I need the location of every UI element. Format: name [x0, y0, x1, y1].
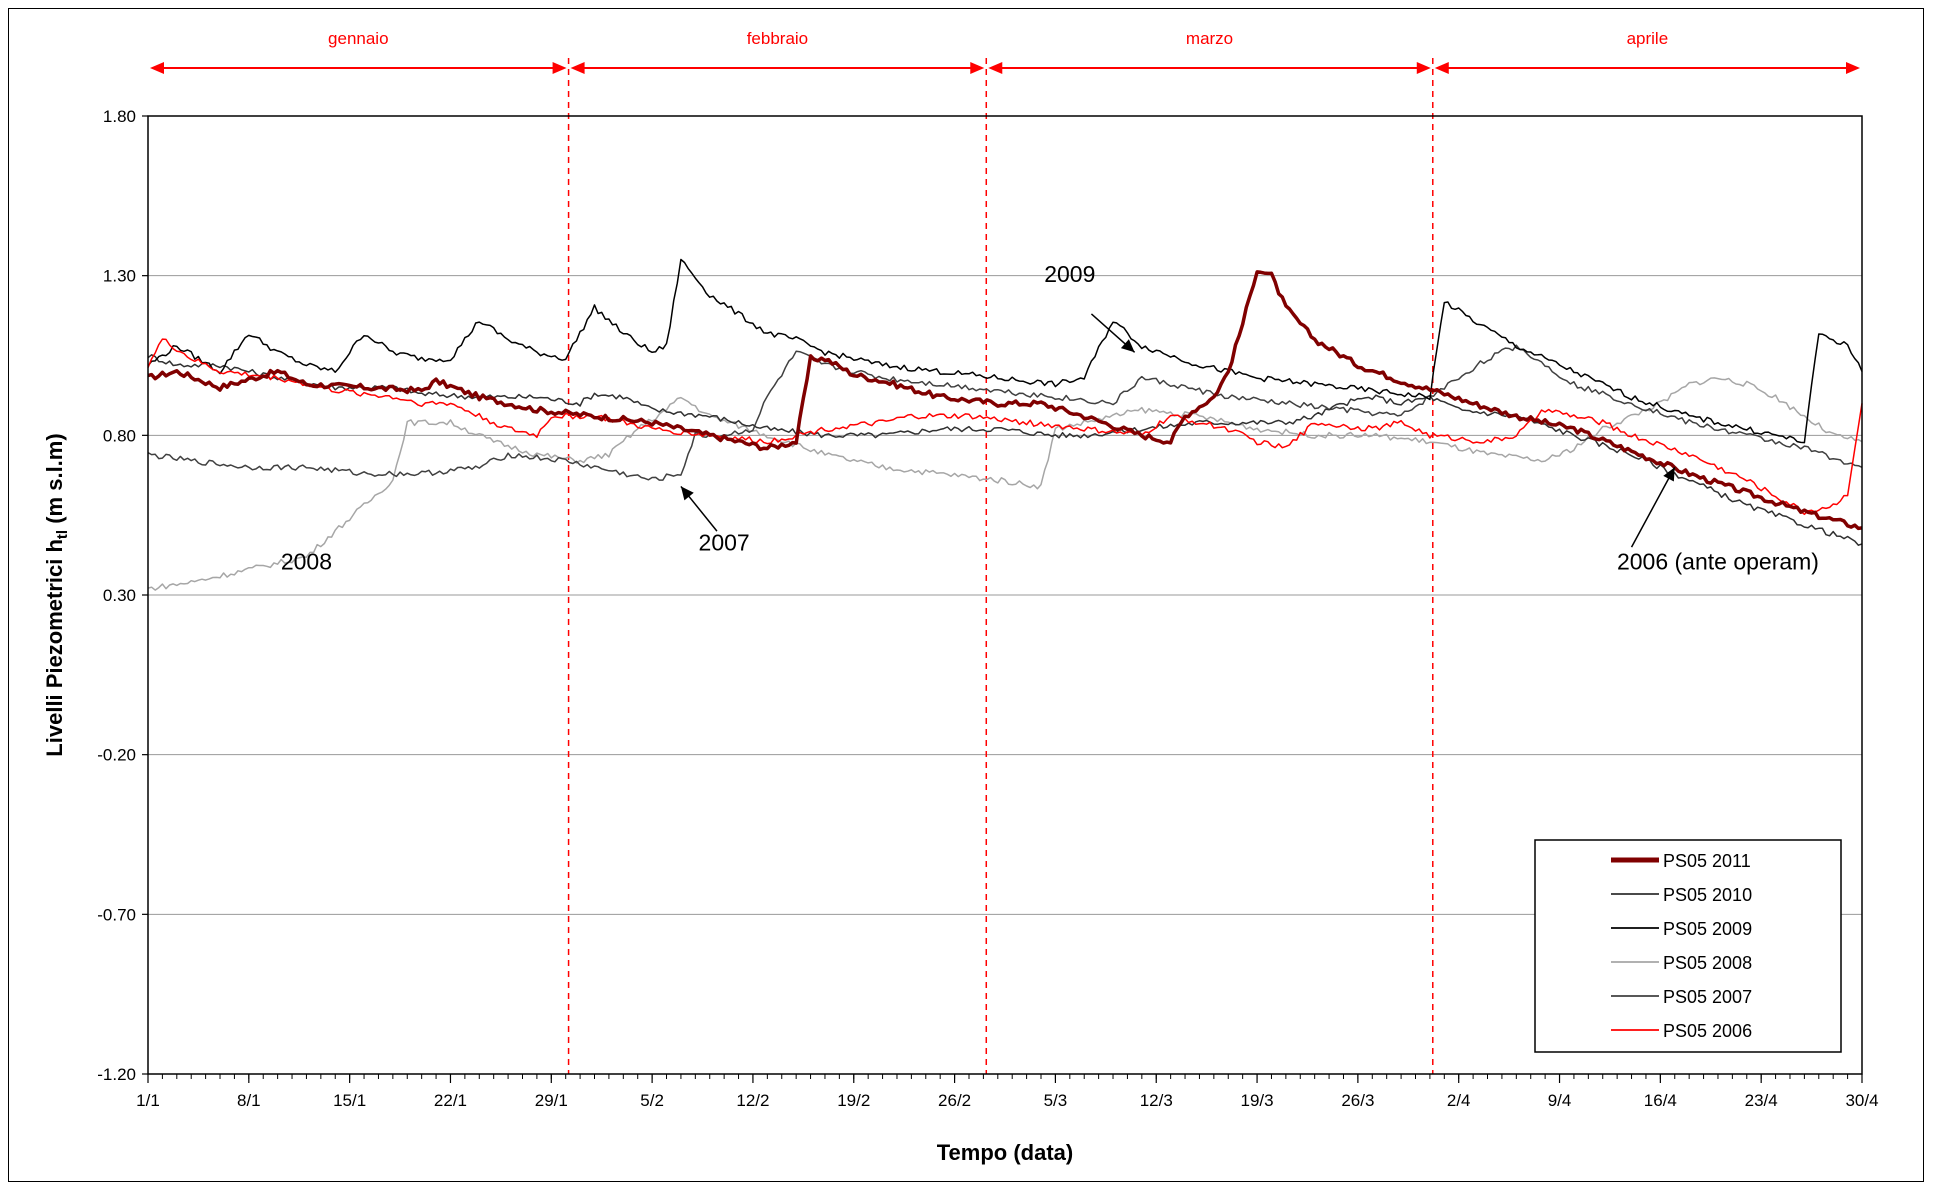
y-tick-label: -0.70 [97, 905, 136, 924]
month-arrowhead-left [1434, 62, 1449, 74]
y-tick-label: -0.20 [97, 746, 136, 765]
annotation-label: 2006 (ante operam) [1617, 548, 1819, 574]
x-tick-label: 1/1 [136, 1091, 160, 1110]
x-tick-label: 19/2 [837, 1091, 870, 1110]
legend-entry: PS05 2010 [1663, 885, 1752, 905]
month-arrowhead-right [970, 62, 985, 74]
grid-layer [148, 275, 1862, 915]
annotation-arrowhead [680, 486, 694, 501]
y-tick-label: 1.30 [103, 267, 136, 286]
annotation-arrow [1630, 466, 1676, 548]
legend: PS05 2011 PS05 2010 PS05 2009 PS05 2008 PS05… [1534, 839, 1842, 1053]
month-arrowhead-right [552, 62, 567, 74]
month-arrowhead-right [1846, 62, 1860, 74]
series-line [147, 344, 1863, 481]
month-arrowhead-right [1416, 62, 1431, 74]
series-line [147, 354, 1863, 546]
y-tick-label: 1.80 [103, 107, 136, 126]
x-tick-label: 26/3 [1341, 1091, 1374, 1110]
x-tick-label: 29/1 [535, 1091, 568, 1110]
series-line [147, 258, 1863, 444]
x-tick-label: 22/1 [434, 1091, 467, 1110]
y-axis-title-unit: (m s.l.m) [42, 433, 67, 530]
month-label: febbraio [747, 29, 808, 48]
annotation-label: 2008 [281, 548, 332, 574]
annotation-layer: 2009 2008 2007 2006 (ante operam) [281, 261, 1819, 574]
y-tick-label: 0.80 [103, 426, 136, 445]
month-arrowhead-left [570, 62, 585, 74]
month-label: marzo [1186, 29, 1233, 48]
y-axis-title-main: Livelli Piezometrici h [42, 539, 67, 757]
month-arrowhead-left [988, 62, 1003, 74]
legend-box [1534, 839, 1842, 1053]
series-line [147, 377, 1863, 591]
x-tick-label: 9/4 [1548, 1091, 1572, 1110]
series-line [147, 270, 1863, 531]
series-line [147, 338, 1863, 516]
x-tick-label: 5/2 [640, 1091, 664, 1110]
annotation-arrowhead [1120, 339, 1135, 353]
x-tick-label: 8/1 [237, 1091, 261, 1110]
annotation-arrowhead [1663, 467, 1675, 482]
x-axis-title: Tempo (data) [937, 1140, 1073, 1165]
y-axis-title-subscript: tl [54, 530, 71, 539]
series-layer [147, 258, 1863, 591]
legend-entry: PS05 2011 [1663, 851, 1751, 871]
month-label: aprile [1627, 29, 1669, 48]
annotation-label: 2009 [1044, 261, 1095, 287]
x-tick-label: 15/1 [333, 1091, 366, 1110]
y-axis-title: Livelli Piezometrici htl (m s.l.m) [42, 433, 71, 756]
x-tick-label: 23/4 [1745, 1091, 1778, 1110]
axis-layer: 1.80 1.30 0.80 0.30 -0.20 -0.70 -1.201/1 8/1 15/… [97, 107, 1878, 1110]
y-tick-label: -1.20 [97, 1065, 136, 1084]
annotation-label: 2007 [699, 529, 750, 555]
legend-entry: PS05 2007 [1663, 987, 1752, 1007]
x-tick-label: 16/4 [1644, 1091, 1677, 1110]
x-tick-label: 5/3 [1044, 1091, 1068, 1110]
x-tick-label: 12/3 [1140, 1091, 1173, 1110]
month-arrowhead-left [150, 62, 164, 74]
month-layer: gennaio febbraio marzo aprile [150, 29, 1860, 1074]
legend-entry: PS05 2006 [1663, 1021, 1752, 1041]
legend-entry: PS05 2008 [1663, 953, 1752, 973]
x-tick-label: 30/4 [1845, 1091, 1878, 1110]
x-tick-label: 26/2 [938, 1091, 971, 1110]
y-tick-label: 0.30 [103, 586, 136, 605]
x-tick-label: 12/2 [736, 1091, 769, 1110]
month-label: gennaio [328, 29, 389, 48]
x-tick-label: 19/3 [1241, 1091, 1274, 1110]
x-tick-label: 2/4 [1447, 1091, 1471, 1110]
legend-entry: PS05 2009 [1663, 919, 1752, 939]
